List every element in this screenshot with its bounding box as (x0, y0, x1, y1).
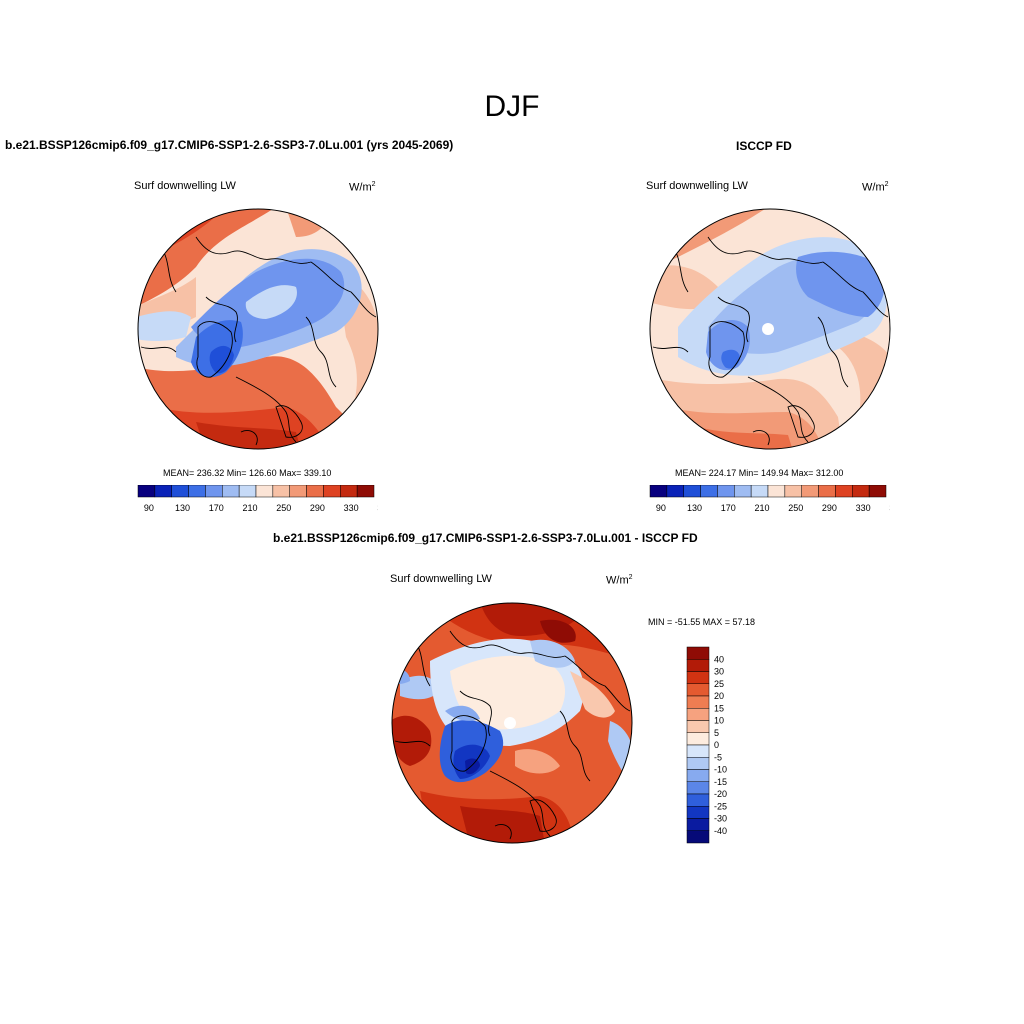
model-colorbar-swatch (289, 485, 307, 498)
obs-variable-label: Surf downwelling LW (646, 180, 748, 192)
obs-colorbar-swatch (835, 485, 853, 498)
obs-unit-label: W/m2 (862, 181, 889, 194)
model-colorbar-tick-label: 130 (175, 503, 190, 513)
obs-colorbar-tick-label: 90 (656, 503, 666, 513)
model-colorbar-swatch (255, 485, 274, 498)
diff-colorbar-swatch (686, 720, 710, 733)
obs-colorbar-swatch (801, 485, 819, 498)
obs-colorbar-swatch (734, 485, 752, 498)
model-colorbar-swatch (154, 485, 172, 498)
diff-colorbar-level-label: -25 (714, 801, 727, 811)
diff-panel-title: b.e21.BSSP126cmip6.f09_g17.CMIP6-SSP1-2.… (273, 531, 698, 545)
obs-colorbar: 90 130 170 210 250 290 330 370 (649, 485, 890, 513)
model-colorbar-swatch (188, 485, 206, 498)
diff-variable-label: Surf downwelling LW (390, 573, 492, 585)
model-colorbar-swatch (238, 485, 257, 498)
obs-colorbar-swatch (649, 485, 668, 498)
model-colorbar-tick-label: 330 (344, 503, 359, 513)
diff-colorbar-swatch (686, 818, 710, 831)
diff-colorbar-level-label: -40 (714, 826, 727, 836)
diff-colorbar-swatch (686, 830, 710, 844)
model-panel-title: b.e21.BSSP126cmip6.f09_g17.CMIP6-SSP1-2.… (5, 138, 454, 152)
model-colorbar-swatch (222, 485, 240, 498)
diff-colorbar-level-label: -30 (714, 814, 727, 824)
obs-colorbar-tick-label: 250 (788, 503, 803, 513)
season-title: DJF (484, 90, 540, 123)
model-colorbar-swatch (323, 485, 341, 498)
obs-polar-map (649, 208, 891, 450)
model-unit-label: W/m2 (349, 181, 376, 194)
obs-colorbar-tick-label: 130 (687, 503, 702, 513)
obs-colorbar-tick-label: 290 (822, 503, 837, 513)
diff-colorbar-swatch (686, 708, 710, 721)
diff-colorbar-level-label: 20 (714, 691, 724, 701)
diff-colorbar-level-label: 25 (714, 679, 724, 689)
model-stats: MEAN= 236.32 Min= 126.60 Max= 339.10 (163, 468, 332, 478)
diff-colorbar-swatch (686, 646, 710, 660)
obs-colorbar-swatch (868, 485, 887, 498)
diff-unit-label: W/m2 (606, 574, 633, 587)
obs-colorbar-swatch (700, 485, 718, 498)
diff-colorbar-swatch (686, 695, 710, 709)
obs-colorbar-swatch (852, 485, 870, 498)
diff-colorbar-swatch (686, 793, 710, 807)
model-colorbar-swatch (340, 485, 358, 498)
diff-colorbar-swatch (686, 806, 710, 819)
model-variable-label: Surf downwelling LW (134, 180, 236, 192)
model-colorbar-tick-label: 250 (276, 503, 291, 513)
diff-colorbar-swatch (686, 769, 710, 782)
obs-colorbar-tick-label: 210 (754, 503, 769, 513)
obs-colorbar-swatch (717, 485, 735, 498)
obs-colorbar-tick-label: 370 (889, 503, 890, 513)
diff-colorbar-level-label: 30 (714, 667, 724, 677)
diff-colorbar-level-label: 40 (714, 654, 724, 664)
diff-colorbar-level-label: 15 (714, 703, 724, 713)
model-colorbar-tick-label: 170 (209, 503, 224, 513)
obs-colorbar-swatch (750, 485, 769, 498)
diff-colorbar-swatch (686, 659, 710, 672)
model-polar-map (137, 208, 379, 450)
obs-colorbar-swatch (666, 485, 684, 498)
diff-colorbar-level-label: 5 (714, 728, 719, 738)
diff-colorbar: 40 30 25 20 15 10 5 0 -5 -10 -15 -20 -25 -30 -40 (686, 646, 727, 844)
diff-colorbar-swatch (686, 757, 710, 770)
model-colorbar-swatch (205, 485, 223, 498)
diff-colorbar-level-label: -15 (714, 777, 727, 787)
model-colorbar-swatch (306, 485, 324, 498)
model-colorbar: 90 130 170 210 250 290 330 370 (137, 485, 378, 513)
model-colorbar-swatch (137, 485, 156, 498)
diff-colorbar-level-label: -20 (714, 789, 727, 799)
diff-polar-map (391, 602, 633, 844)
model-colorbar-swatch (171, 485, 189, 498)
obs-colorbar-swatch (818, 485, 836, 498)
diff-colorbar-swatch (686, 744, 710, 758)
model-colorbar-swatch (356, 485, 375, 498)
diff-colorbar-level-label: -10 (714, 765, 727, 775)
model-colorbar-tick-label: 90 (144, 503, 154, 513)
diff-colorbar-level-label: 0 (714, 740, 719, 750)
diff-minmax: MIN = -51.55 MAX = 57.18 (648, 617, 756, 627)
obs-colorbar-swatch (767, 485, 786, 498)
obs-colorbar-swatch (683, 485, 701, 498)
obs-colorbar-tick-label: 170 (721, 503, 736, 513)
obs-colorbar-swatch (784, 485, 802, 498)
obs-stats: MEAN= 224.17 Min= 149.94 Max= 312.00 (675, 468, 844, 478)
diff-colorbar-level-label: 10 (714, 716, 724, 726)
model-colorbar-tick-label: 370 (377, 503, 378, 513)
diff-colorbar-swatch (686, 781, 710, 795)
model-colorbar-tick-label: 290 (310, 503, 325, 513)
model-colorbar-tick-label: 210 (242, 503, 257, 513)
model-colorbar-swatch (272, 485, 290, 498)
diff-colorbar-swatch (686, 683, 710, 697)
obs-panel-title: ISCCP FD (736, 139, 792, 153)
obs-colorbar-tick-label: 330 (856, 503, 871, 513)
diff-colorbar-level-label: -5 (714, 752, 722, 762)
diff-colorbar-swatch (686, 671, 710, 684)
diff-colorbar-swatch (686, 732, 710, 746)
